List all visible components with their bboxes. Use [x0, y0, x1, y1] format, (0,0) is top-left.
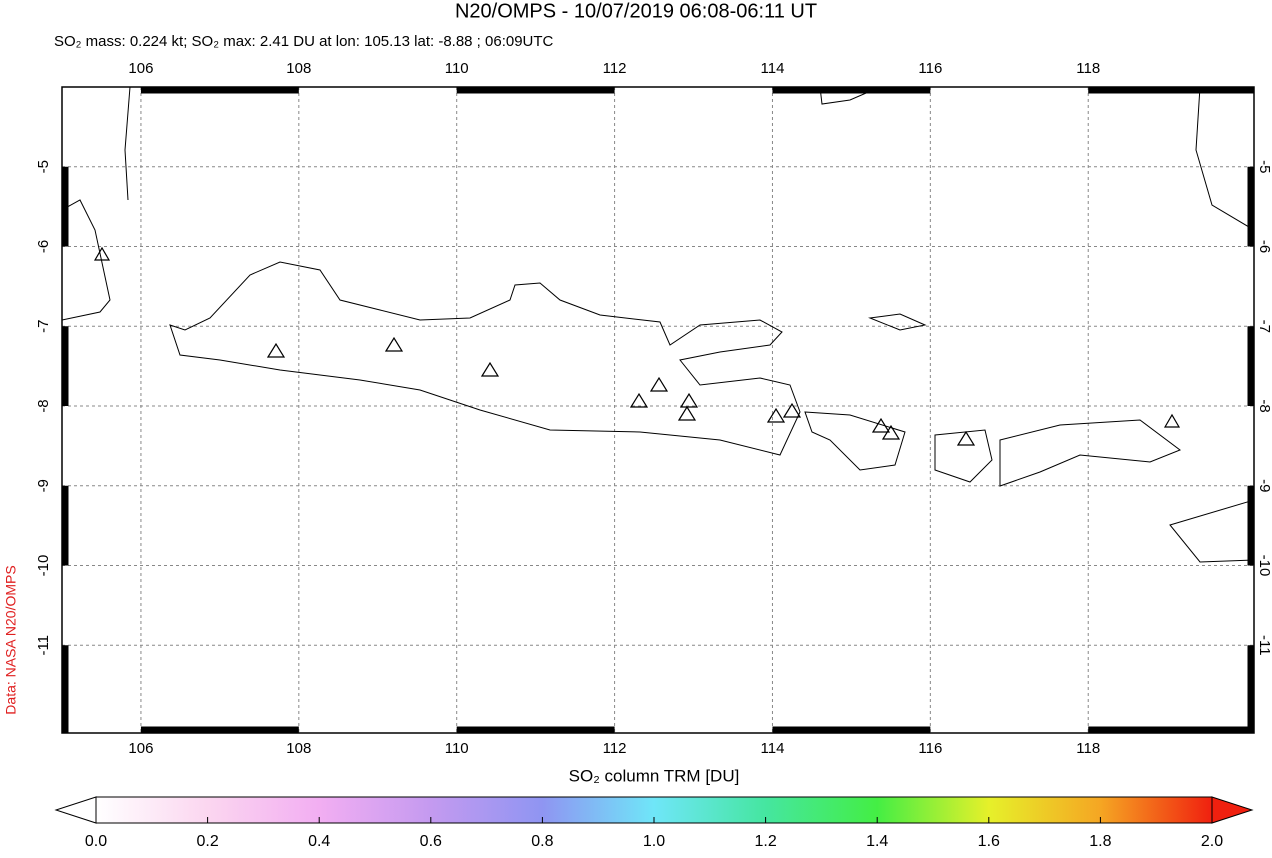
colorbar-tick-label: 1.4 — [866, 833, 888, 850]
colorbar-tick-label: 1.8 — [1089, 833, 1111, 850]
colorbar-tick-label: 1.2 — [754, 833, 776, 850]
y-tick-label: -6 — [35, 240, 52, 253]
colorbar-tick-label: 0.4 — [308, 833, 330, 850]
volcano — [782, 402, 802, 418]
map-area — [62, 87, 1254, 733]
volcano — [480, 361, 500, 377]
colorbar-tick-label: 0.0 — [85, 833, 107, 850]
x-tick-label: 116 — [918, 60, 942, 77]
grid — [62, 87, 1254, 733]
colorbar-tick-label: 0.2 — [196, 833, 218, 850]
volcano — [881, 424, 901, 440]
x-tick-label: 106 — [128, 740, 153, 757]
volcano — [1163, 413, 1181, 428]
colorbar-tick-label: 1.0 — [643, 833, 665, 850]
volcano — [93, 246, 111, 261]
x-tick-label: 118 — [1076, 60, 1100, 77]
volcano — [629, 392, 649, 408]
volcano — [679, 392, 699, 408]
coastline — [999, 419, 1182, 487]
x-tick-label: 114 — [761, 740, 785, 757]
volcano — [871, 417, 891, 433]
volcano — [384, 336, 404, 352]
coastline — [124, 87, 131, 201]
colorbar-under — [54, 796, 97, 824]
coastline — [169, 261, 801, 456]
colorbar-tick-label: 1.6 — [978, 833, 1000, 850]
y-tick-label: -9 — [35, 479, 52, 492]
y-tick-label: -6 — [1256, 240, 1272, 253]
colorbar-tick-label: 2.0 — [1201, 833, 1223, 850]
volcano — [649, 376, 669, 392]
y-tick-label: -11 — [35, 635, 52, 656]
coastlines — [62, 87, 1254, 563]
coastline — [1195, 87, 1254, 231]
credit: Data: NASA N20/OMPS — [3, 565, 19, 714]
volcano — [956, 430, 976, 446]
coastline — [934, 429, 993, 483]
volcano — [766, 407, 786, 423]
x-tick-label: 112 — [603, 740, 627, 757]
coastline — [804, 411, 906, 471]
volcanoes — [93, 246, 1181, 446]
y-tick-label: -8 — [1256, 399, 1272, 412]
colorbar-tick-label: 0.8 — [531, 833, 553, 850]
y-tick-label: -11 — [1256, 635, 1272, 656]
colorbar-label: SO₂ column TRM [DU] — [569, 766, 740, 785]
y-tick-label: -7 — [35, 320, 52, 333]
x-tick-label: 110 — [445, 740, 469, 757]
x-tick-label: 116 — [918, 740, 942, 757]
x-tick-label: 108 — [286, 60, 311, 77]
x-tick-label: 118 — [1076, 740, 1100, 757]
coastline — [62, 199, 111, 321]
x-tick-label: 112 — [603, 60, 627, 77]
y-tick-label: -10 — [1256, 555, 1272, 577]
y-tick-label: -5 — [35, 160, 52, 173]
coastline — [868, 313, 927, 331]
x-tick-label: 106 — [128, 60, 153, 77]
x-tick-label: 108 — [286, 740, 311, 757]
subtitle: SO₂ mass: 0.224 kt; SO₂ max: 2.41 DU at … — [54, 33, 554, 50]
volcano — [677, 405, 697, 421]
colorbar-tick-label: 0.6 — [420, 833, 442, 850]
volcano — [266, 342, 286, 358]
colorbar-ticks: 0.0 0.2 0.4 0.6 0.8 1.0 1.2 1.4 1.6 1.8 2.0 — [85, 817, 1223, 850]
x-tick-label: 110 — [445, 60, 469, 77]
y-tick-label: -7 — [1256, 320, 1272, 333]
y-tick-label: -10 — [35, 555, 52, 577]
y-tick-label: -8 — [35, 399, 52, 412]
y-tick-label: -5 — [1256, 160, 1272, 173]
map-frame — [61, 86, 1255, 734]
y-tick-label: -9 — [1256, 479, 1272, 492]
axes: 106 106 108 108 110 110 112 112 114 114 116 116 118 1… — [35, 60, 1272, 757]
colorbar-over — [1211, 796, 1254, 824]
chart-title: N20/OMPS - 10/07/2019 06:08-06:11 UT — [455, 0, 817, 22]
x-tick-label: 114 — [761, 60, 785, 77]
coastline — [1169, 499, 1254, 563]
coastline — [819, 87, 881, 105]
